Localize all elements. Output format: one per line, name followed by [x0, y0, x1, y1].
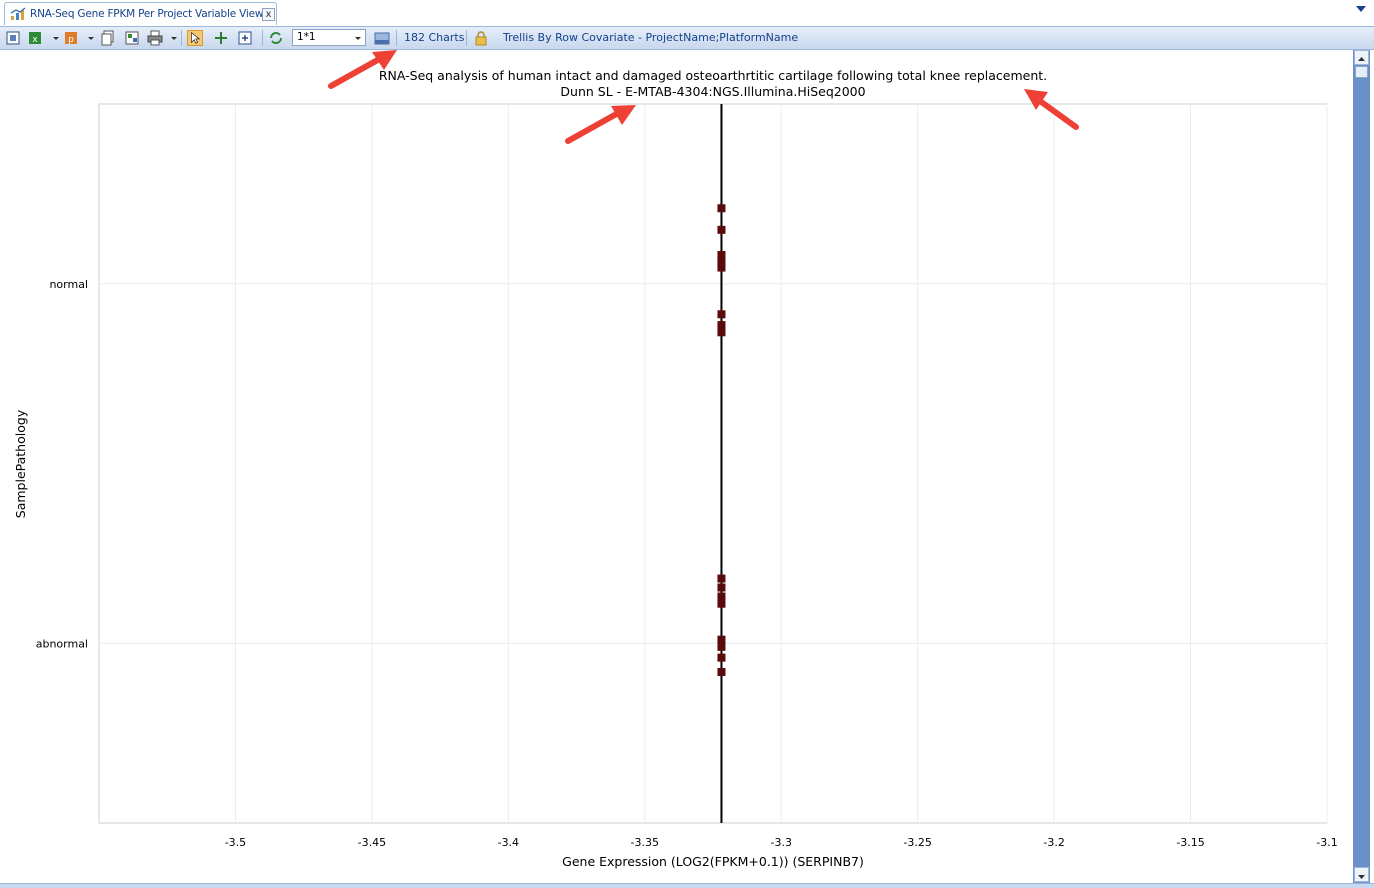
tab-bar: RNA-Seq Gene FPKM Per Project Variable V…	[0, 0, 1374, 27]
y-axis-label: SamplePathology	[13, 409, 28, 518]
charts-count-button[interactable]: 182 Charts	[404, 31, 465, 44]
chart-subtitle: Dunn SL - E-MTAB-4304:NGS.Illumina.HiSeq…	[560, 84, 865, 99]
vertical-scrollbar[interactable]	[1353, 50, 1370, 883]
print-icon[interactable]	[147, 30, 163, 46]
data-point[interactable]	[717, 250, 726, 259]
data-point[interactable]	[717, 668, 726, 677]
data-point[interactable]	[717, 635, 726, 644]
toolbar-separator	[466, 30, 467, 46]
layout-combo[interactable]: 1*1	[292, 29, 366, 46]
chevron-down-icon[interactable]	[355, 37, 361, 40]
data-marks	[717, 104, 726, 823]
export-excel-dropdown-icon[interactable]	[53, 37, 59, 40]
chart-title: RNA-Seq analysis of human intact and dam…	[379, 68, 1047, 83]
x-tick-label: -3.1	[1316, 836, 1337, 849]
y-axis-categories: normal abnormal	[36, 278, 88, 651]
x-tick-label: -3.4	[498, 836, 519, 849]
export-excel-icon[interactable]: x	[27, 30, 43, 46]
plot-area[interactable]	[98, 103, 1328, 824]
refresh-icon[interactable]	[268, 30, 284, 46]
y-tick-label: normal	[49, 278, 88, 291]
pointer-icon[interactable]	[187, 30, 203, 46]
layout-icon[interactable]	[374, 30, 390, 46]
x-tick-label: -3.45	[358, 836, 386, 849]
x-axis-ticks: -3.5 -3.45 -3.4 -3.35 -3.3 -3.25 -3.2 -3.15 -3.1	[225, 836, 1338, 849]
chart-toolbar: x p 1*1 182 Charts Trellis By Row Covari…	[0, 27, 1374, 50]
trellis-button[interactable]: Trellis By Row Covariate - ProjectName;P…	[503, 31, 799, 44]
annotation-arrow	[1024, 89, 1079, 130]
export-ppt-icon[interactable]: p	[63, 30, 79, 46]
status-strip	[0, 883, 1374, 888]
annotation-arrow	[328, 50, 397, 89]
annotation-arrow	[565, 105, 636, 144]
scroll-up-button[interactable]	[1354, 50, 1369, 65]
y-tick-label: abnormal	[36, 637, 88, 650]
x-tick-label: -3.2	[1043, 836, 1064, 849]
data-point[interactable]	[717, 310, 726, 319]
data-point[interactable]	[717, 321, 726, 330]
annotation-arrows	[328, 50, 1079, 144]
copy-all-icon[interactable]	[124, 30, 140, 46]
tab-rna-seq-view[interactable]: RNA-Seq Gene FPKM Per Project Variable V…	[4, 2, 277, 25]
toolbar-separator	[181, 30, 182, 46]
close-icon[interactable]: x	[262, 8, 275, 21]
grid-lines	[99, 104, 1328, 823]
toolbar-separator	[396, 30, 397, 46]
data-point[interactable]	[717, 599, 726, 608]
scroll-down-button[interactable]	[1354, 867, 1369, 882]
svg-text:x: x	[32, 35, 38, 45]
pan-icon[interactable]	[213, 30, 229, 46]
data-point[interactable]	[717, 328, 726, 337]
data-point[interactable]	[717, 258, 726, 267]
data-point[interactable]	[717, 574, 726, 583]
chevron-down-icon	[1358, 875, 1365, 879]
fit-chart-icon[interactable]	[5, 30, 21, 46]
data-point[interactable]	[717, 653, 726, 662]
x-tick-label: -3.25	[903, 836, 931, 849]
x-tick-label: -3.3	[770, 836, 791, 849]
x-tick-label: -3.15	[1176, 836, 1204, 849]
x-axis-label: Gene Expression (LOG2(FPKM+0.1)) (SERPIN…	[562, 854, 864, 869]
scrollbar-thumb[interactable]	[1355, 66, 1368, 78]
x-tick-label: -3.5	[225, 836, 246, 849]
data-point[interactable]	[717, 263, 726, 272]
chart-view-icon	[10, 7, 26, 20]
export-ppt-dropdown-icon[interactable]	[88, 37, 94, 40]
chart-area: RNA-Seq analysis of human intact and dam…	[13, 50, 1338, 869]
tab-title: RNA-Seq Gene FPKM Per Project Variable V…	[30, 8, 264, 20]
x-tick-label: -3.35	[631, 836, 659, 849]
layout-combo-value: 1*1	[297, 31, 316, 43]
zoom-fit-icon[interactable]	[237, 30, 253, 46]
tab-menu-chevron-down-icon[interactable]	[1356, 6, 1366, 12]
svg-text:p: p	[68, 35, 74, 45]
lock-icon[interactable]	[473, 30, 489, 46]
print-dropdown-icon[interactable]	[171, 37, 177, 40]
data-point[interactable]	[717, 592, 726, 601]
toolbar-separator	[262, 30, 263, 46]
data-point[interactable]	[717, 642, 726, 651]
data-point[interactable]	[717, 583, 726, 592]
data-point[interactable]	[717, 225, 726, 234]
data-point[interactable]	[717, 204, 726, 213]
copy-icon[interactable]	[100, 30, 116, 46]
chevron-up-icon	[1358, 57, 1365, 61]
